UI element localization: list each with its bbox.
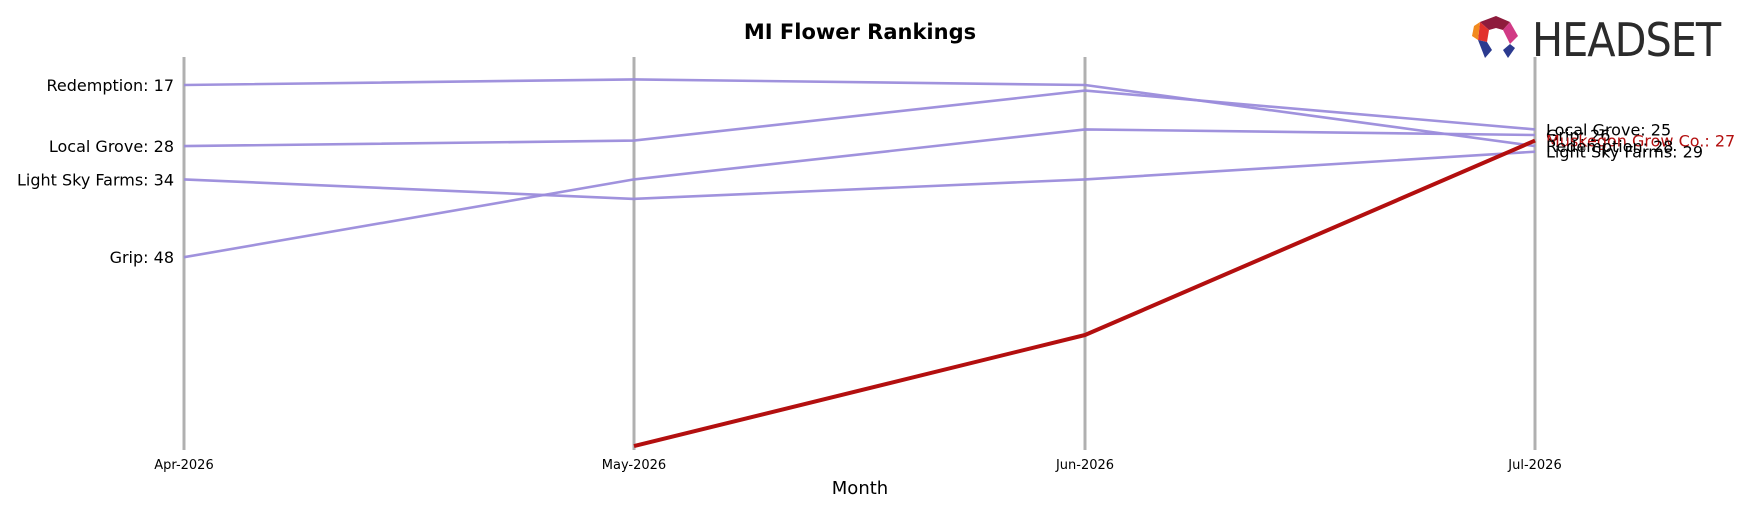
logo-text: HEADSET (1532, 13, 1722, 67)
right-label: Muskegon Grow Co.: 27 (1546, 132, 1735, 151)
left-label: Redemption: 17 (47, 76, 174, 95)
left-label: Local Grove: 28 (49, 137, 174, 156)
chart-title: MI Flower Rankings (744, 20, 976, 44)
x-tick-label: Jul-2026 (1507, 458, 1561, 473)
series-line-redemption (183, 78, 1536, 148)
x-tick-label: Jun-2026 (1055, 458, 1114, 473)
right-label: Redemption: 28 (1546, 137, 1673, 156)
left-label: Grip: 48 (110, 248, 174, 267)
left-label: Light Sky Farms: 34 (17, 170, 174, 189)
series-lines (183, 78, 1536, 449)
series-line-light-sky-farms (183, 150, 1536, 201)
right-label: Grip: 26 (1546, 126, 1610, 145)
headset-logo: HEADSET (1472, 13, 1723, 67)
month-gridlines (182, 57, 1537, 450)
x-tick-label: Apr-2026 (154, 458, 213, 473)
right-label: Light Sky Farms: 29 (1546, 143, 1703, 162)
series-line-grip (183, 128, 1536, 259)
series-line-local-grove (183, 89, 1536, 148)
right-label: Local Grove: 25 (1546, 120, 1671, 139)
x-tick-label: May-2026 (602, 458, 666, 473)
series-line-muskegon-grow-co (633, 138, 1536, 449)
logo-mark-icon (1472, 16, 1518, 58)
series-labels: Redemption: 17 Local Grove: 28 Light Sky F… (17, 76, 1735, 267)
x-tick-labels: Apr-2026 May-2026 Jun-2026 Jul-2026 (154, 458, 1561, 473)
x-axis-label: Month (832, 478, 888, 499)
